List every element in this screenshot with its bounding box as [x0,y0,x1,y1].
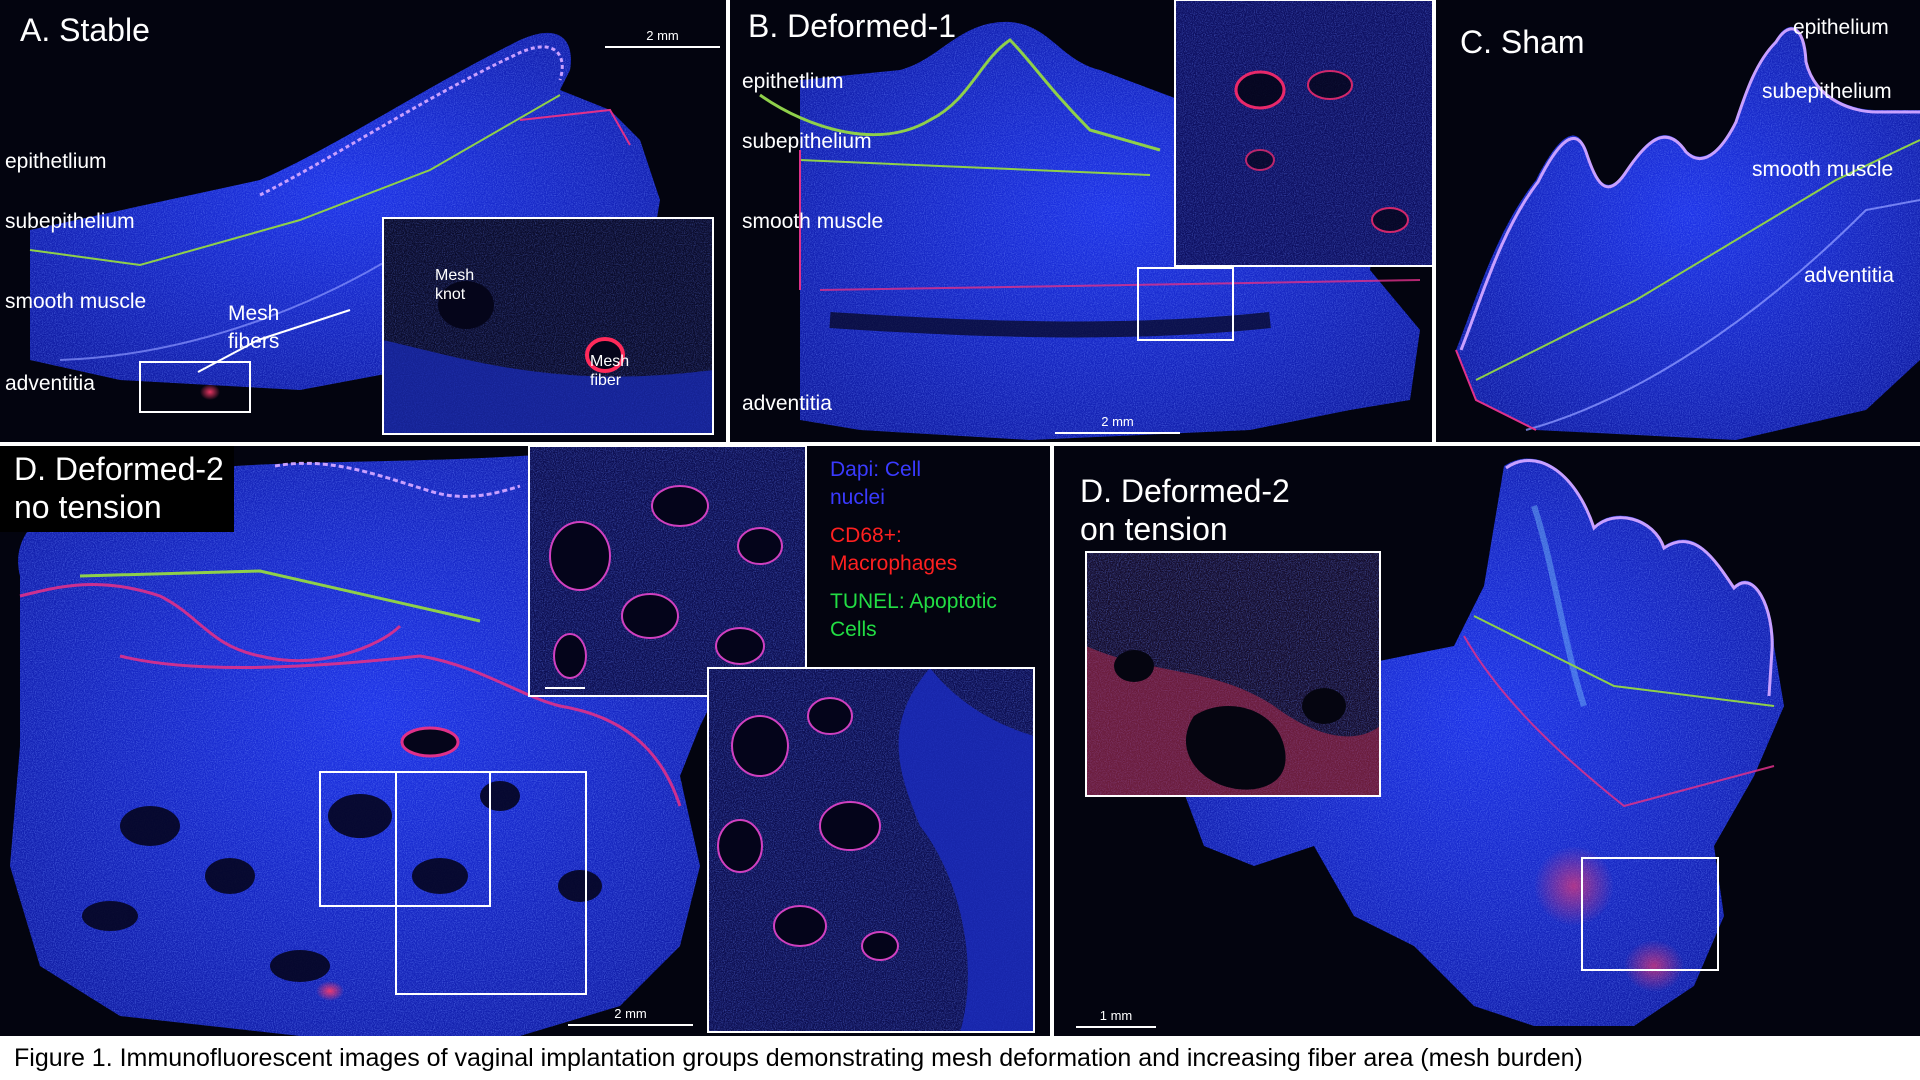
panel-a-title: A. Stable [20,12,150,48]
panel-a-tissue [29,32,714,435]
panel-d-on-tension-tissue [1085,458,1784,1026]
panel-b-deformed-1: B. Deformed-1 epithetlium subepithelium … [730,0,1432,442]
legend-cd68: CD68+: Macrophages [830,524,958,575]
mesh-fibers-label: Mesh fibers [228,302,280,353]
panel-d-no-tension-title: D. Deformed-2 no tension [0,446,234,532]
panel-d-no-tension-tissue [10,446,1035,1036]
panel-b-layer-adventitia: adventitia [742,392,832,415]
panel-c-layer-smooth-muscle: smooth muscle [1752,158,1894,181]
mesh-knot-label: Mesh knot [435,267,475,303]
panel-d-on-tension: D. Deformed-2 on tension 1 mm [1054,446,1920,1036]
panel-a-layer-adventitia: adventitia [5,372,95,395]
panel-a-layer-epithelium: epithetlium [5,150,107,173]
panel-b-layer-epithelium: epithetlium [742,70,844,93]
figure-caption: Figure 1. Immunofluorescent images of va… [14,1044,1583,1072]
panel-a-layer-smooth-muscle: smooth muscle [5,290,147,313]
panel-b-layer-smooth-muscle: smooth muscle [742,210,884,233]
panel-d-on-tension-scale-label: 1 mm [1099,1008,1133,1023]
panel-b-scale-label: 2 mm [1101,414,1134,429]
panel-c-title: C. Sham [1460,24,1585,60]
legend-dapi: Dapi: Cell nuclei [830,458,922,509]
panel-b-tissue [759,0,1432,441]
panel-b-scale-line [1055,432,1180,434]
panel-d-no-tension-scale-line [568,1024,693,1026]
legend-tunel: TUNEL: Apoptotic Cells [830,590,997,641]
panel-a-scale-line [605,46,720,48]
panel-c-layer-subepithelium: subepithelium [1762,80,1892,103]
panel-d-on-tension-title: D. Deformed-2 on tension [1080,473,1290,547]
panel-c-sham: C. Sham epithelium subepithelium smooth … [1436,0,1920,442]
channel-legend: Dapi: Cell nuclei CD68+: Macrophages TUN… [830,456,1040,644]
panel-b-scale-bar: 2 mm [1055,414,1180,434]
panel-a-scale-label: 2 mm [646,28,679,43]
panel-a-stable: A. Stable epithetlium subepithelium smoo… [0,0,726,442]
panel-c-layer-adventitia: adventitia [1804,264,1894,287]
panel-d-no-tension-title-text: D. Deformed-2 no tension [14,451,224,525]
panel-a-layer-subepithelium: subepithelium [5,210,135,233]
panel-d-no-tension: D. Deformed-2 no tension 2 mm [0,446,1050,1036]
panel-d-no-tension-scale-label: 2 mm [614,1006,647,1021]
panel-d-on-tension-scale-bar: 1 mm [1076,1008,1156,1028]
panel-d-on-tension-scale-line [1076,1026,1156,1028]
mesh-fiber-label: Mesh fiber [590,353,630,389]
panel-d-no-tension-scale-bar: 2 mm [568,1006,693,1026]
panel-b-title: B. Deformed-1 [748,8,957,44]
panel-a-scale-bar: 2 mm [605,28,720,48]
panel-c-tissue [1455,26,1920,440]
panel-c-layer-epithelium: epithelium [1793,16,1889,39]
panel-b-layer-subepithelium: subepithelium [742,130,872,153]
